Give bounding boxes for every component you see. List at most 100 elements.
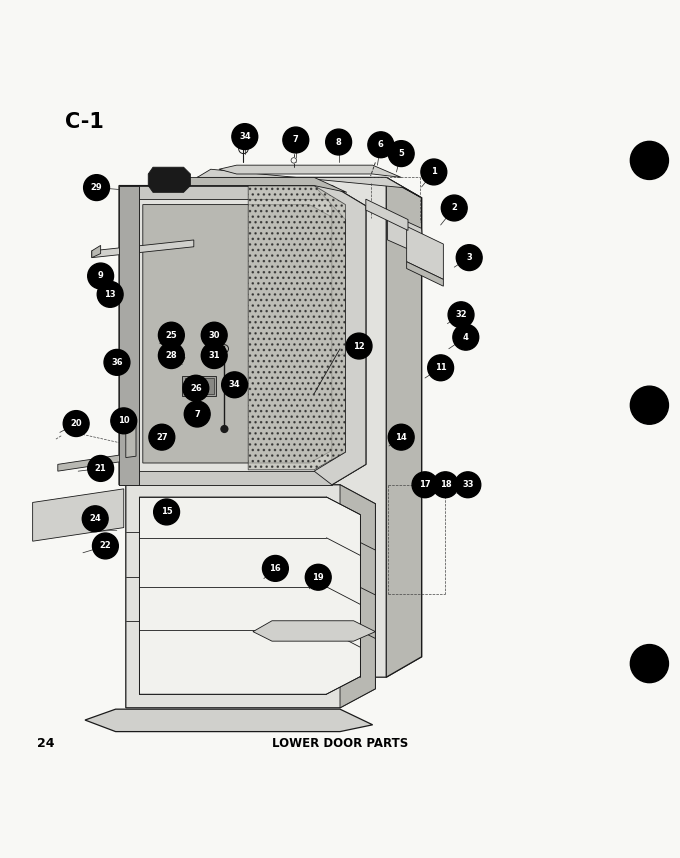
Text: 27: 27 — [156, 432, 168, 442]
Polygon shape — [332, 185, 366, 485]
Polygon shape — [119, 185, 366, 485]
Circle shape — [441, 195, 467, 221]
Text: 32: 32 — [455, 311, 467, 319]
Circle shape — [368, 132, 394, 158]
Polygon shape — [119, 471, 332, 485]
Text: 19: 19 — [312, 573, 324, 582]
Circle shape — [154, 499, 180, 525]
Circle shape — [111, 408, 137, 434]
Circle shape — [346, 333, 372, 359]
Text: 30: 30 — [209, 330, 220, 340]
Polygon shape — [253, 620, 375, 641]
Circle shape — [221, 426, 228, 432]
Text: 24: 24 — [89, 514, 101, 523]
Circle shape — [453, 324, 479, 350]
Polygon shape — [92, 240, 194, 257]
Circle shape — [283, 127, 309, 153]
Text: 25: 25 — [165, 330, 177, 340]
Circle shape — [432, 472, 458, 498]
Polygon shape — [197, 169, 422, 198]
Circle shape — [291, 158, 296, 163]
Text: 33: 33 — [462, 480, 473, 489]
Polygon shape — [92, 245, 101, 257]
Circle shape — [82, 506, 108, 532]
Polygon shape — [314, 185, 366, 485]
Polygon shape — [340, 485, 375, 708]
Text: 14: 14 — [395, 432, 407, 442]
Circle shape — [201, 323, 227, 348]
Circle shape — [232, 124, 258, 149]
Text: 16: 16 — [269, 564, 282, 573]
Polygon shape — [175, 178, 347, 192]
Text: 31: 31 — [208, 351, 220, 360]
Polygon shape — [143, 204, 341, 463]
Circle shape — [184, 402, 210, 427]
Text: 29: 29 — [90, 183, 103, 192]
Circle shape — [388, 424, 414, 450]
Polygon shape — [160, 335, 180, 348]
Text: 34: 34 — [239, 132, 251, 141]
Polygon shape — [407, 262, 443, 287]
Polygon shape — [407, 227, 443, 280]
Polygon shape — [58, 455, 121, 471]
Text: 36: 36 — [111, 358, 123, 367]
Text: 21: 21 — [95, 464, 107, 473]
Text: 3: 3 — [466, 253, 472, 263]
Polygon shape — [171, 353, 185, 362]
Text: 17: 17 — [419, 480, 431, 489]
Text: 34: 34 — [228, 380, 241, 390]
Polygon shape — [199, 378, 214, 394]
Circle shape — [448, 302, 474, 328]
Polygon shape — [119, 185, 332, 199]
Text: 1: 1 — [431, 167, 437, 177]
Circle shape — [421, 159, 447, 184]
Text: 2: 2 — [452, 203, 457, 213]
Polygon shape — [197, 178, 422, 677]
Circle shape — [88, 456, 114, 481]
Polygon shape — [366, 199, 408, 231]
Circle shape — [84, 175, 109, 201]
Polygon shape — [119, 185, 139, 485]
Text: 15: 15 — [160, 507, 173, 517]
Text: 5: 5 — [398, 149, 404, 158]
Text: 6: 6 — [378, 140, 384, 149]
Circle shape — [455, 472, 481, 498]
Circle shape — [630, 142, 668, 179]
Polygon shape — [388, 213, 423, 256]
Circle shape — [326, 129, 352, 155]
Circle shape — [222, 372, 248, 398]
Circle shape — [149, 424, 175, 450]
Polygon shape — [119, 185, 139, 485]
Text: 24: 24 — [37, 737, 55, 750]
Text: 22: 22 — [99, 541, 112, 551]
Text: C-1: C-1 — [65, 112, 103, 131]
Circle shape — [201, 342, 227, 368]
Text: 12: 12 — [353, 341, 365, 351]
Circle shape — [428, 355, 454, 381]
Polygon shape — [219, 165, 401, 178]
Circle shape — [63, 411, 89, 437]
Polygon shape — [185, 378, 196, 384]
Polygon shape — [33, 489, 124, 541]
Circle shape — [630, 386, 668, 424]
Polygon shape — [85, 710, 373, 732]
Text: LOWER DOOR PARTS: LOWER DOOR PARTS — [272, 737, 408, 750]
Text: 13: 13 — [104, 290, 116, 299]
Text: 20: 20 — [70, 419, 82, 428]
Text: 9: 9 — [98, 271, 103, 281]
Text: 10: 10 — [118, 416, 130, 426]
Circle shape — [88, 263, 114, 289]
Circle shape — [158, 342, 184, 368]
Circle shape — [158, 323, 184, 348]
Polygon shape — [126, 485, 375, 708]
Polygon shape — [182, 376, 216, 396]
Polygon shape — [126, 420, 136, 457]
Text: 11: 11 — [435, 363, 447, 372]
Circle shape — [92, 533, 118, 559]
Polygon shape — [148, 167, 190, 192]
Polygon shape — [248, 185, 345, 470]
Polygon shape — [386, 178, 422, 677]
Text: 28: 28 — [165, 351, 177, 360]
Text: 18: 18 — [439, 480, 452, 489]
Circle shape — [388, 141, 414, 166]
